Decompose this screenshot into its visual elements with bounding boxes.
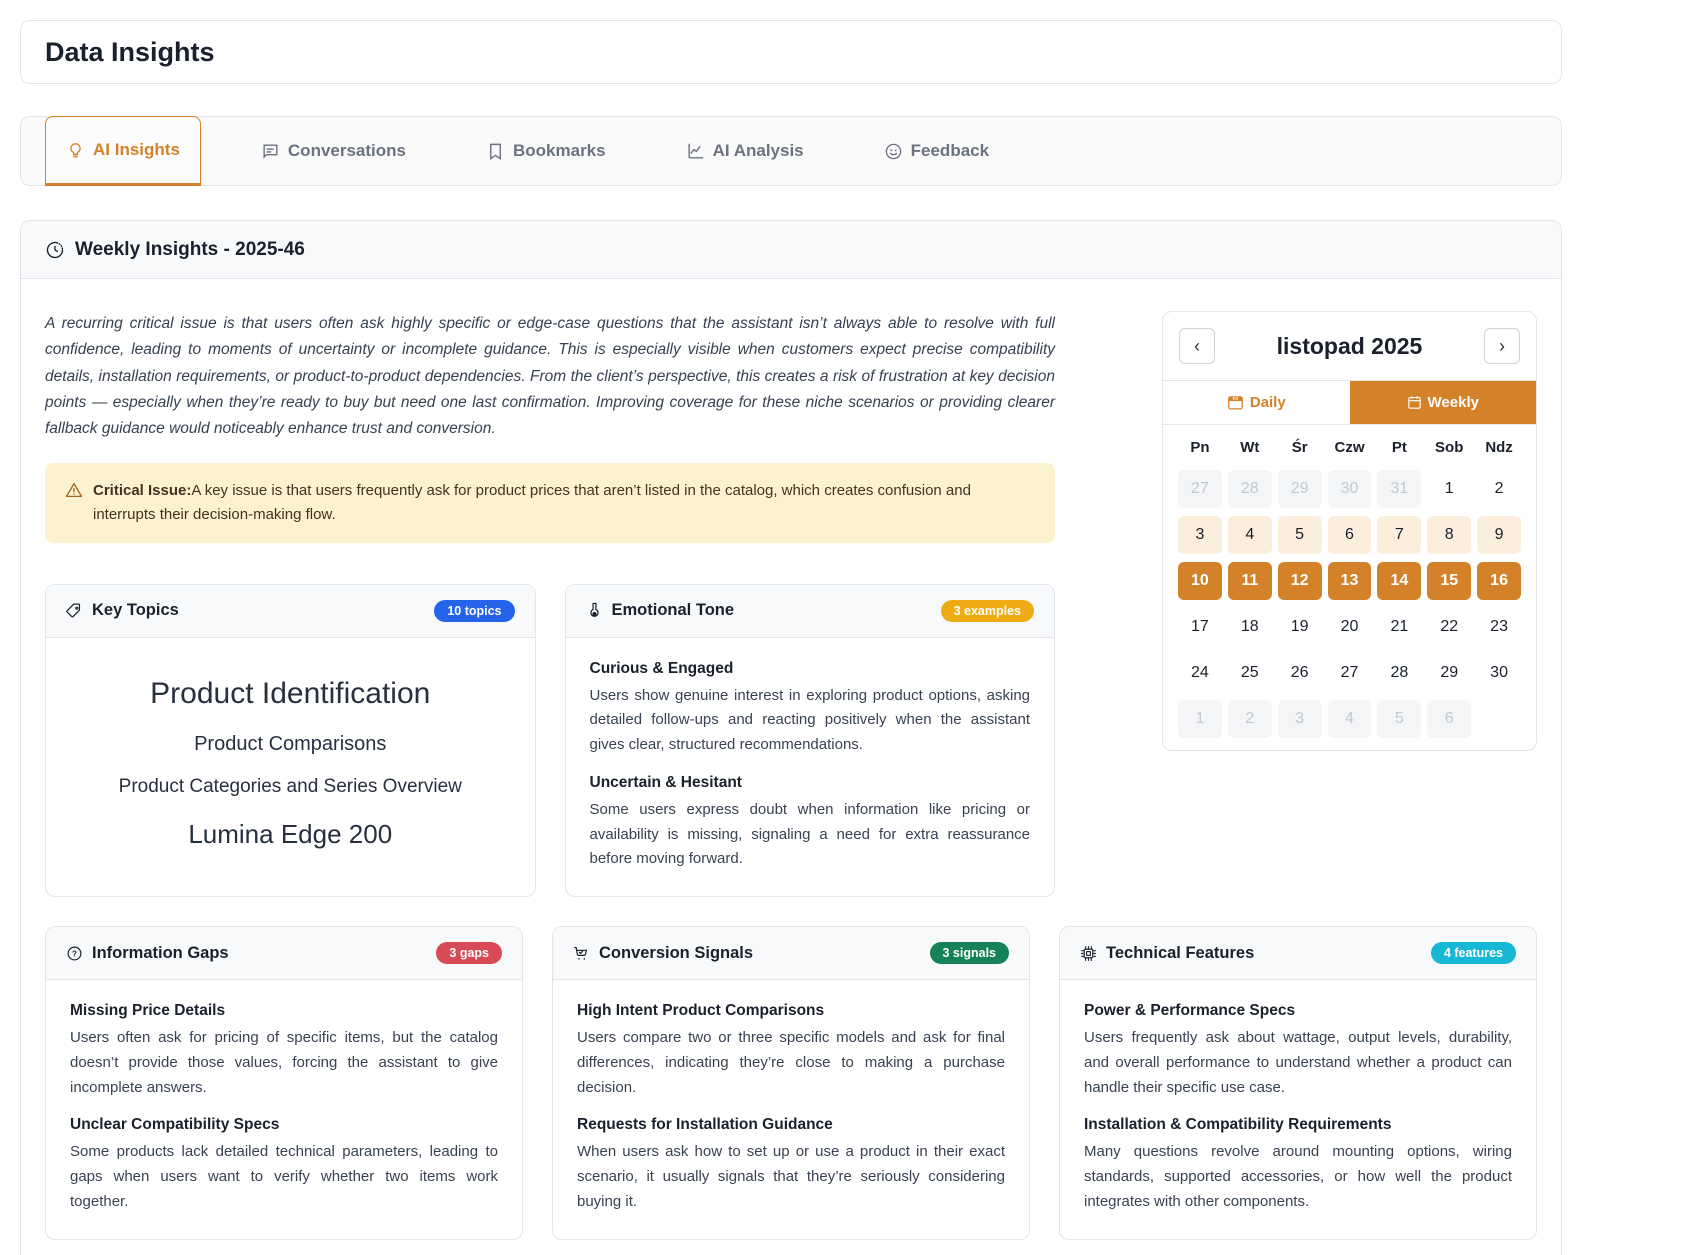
- svg-text:?: ?: [72, 949, 77, 958]
- svg-text:Fri: Fri: [1232, 396, 1238, 401]
